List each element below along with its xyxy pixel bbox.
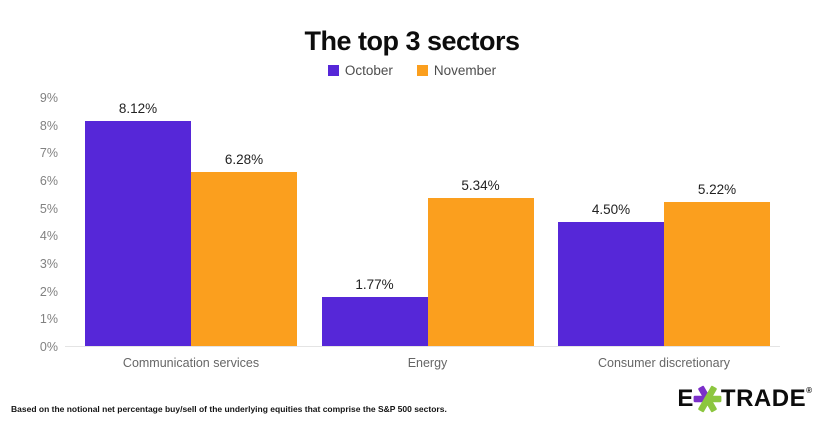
bar-november [427,198,534,346]
x-axis-label: Energy [407,356,448,370]
y-axis-tick-label: 7% [39,146,58,161]
y-axis-tick-label: 9% [39,91,58,105]
bar-group: 1.77% 5.34% [321,98,534,346]
legend-label-november: November [433,63,497,78]
y-axis-tick-label: 6% [39,174,58,188]
legend: October November [0,63,824,78]
november-swatch-icon [416,65,428,76]
y-axis-tick-label: 4% [39,229,58,244]
logo-suffix: TRADE [720,385,807,412]
chart-title: The top 3 sectors [304,26,520,56]
bar-value-label: 6.28% [224,152,264,168]
bar-value-label: 8.12% [118,101,158,117]
bar-october [321,297,428,346]
october-swatch-icon [327,65,339,76]
y-axis-tick-label: 3% [39,257,58,271]
bar-value-label: 4.50% [591,201,631,217]
etrade-logo: E TRADE ® [677,382,812,416]
x-axis-label: Communication services [122,356,260,370]
bar-value-label: 1.77% [355,277,394,293]
bar-group: 4.50% 5.22% [558,98,770,346]
bar-value-label: 5.34% [461,178,500,194]
legend-label-october: October [344,63,393,78]
x-axis-label: Consumer discretionary [598,356,730,370]
bar-value-label: 5.22% [697,181,737,197]
y-axis-tick-label: 5% [39,201,58,216]
x-axis-labels: Communication services Energy Consumer dis… [65,356,780,376]
plot-area: 8.12% 6.28% 1.77% 5.34% 4.50% 5.22% [65,98,780,347]
y-axis-tick-label: 0% [39,340,58,354]
legend-item-november: November [416,63,497,78]
etrade-asterisk-icon [693,385,722,413]
bar-october [558,221,664,346]
y-axis-tick-label: 1% [39,312,58,327]
registered-trademark: ® [806,386,812,395]
bar-october [85,121,191,346]
logo-prefix: E [677,385,694,412]
y-axis: 0% 1% 2% 3% 4% 5% 6% 7% 8% 9% [0,91,58,354]
bar-november [664,201,770,346]
bar-november [191,172,297,346]
y-axis-tick-label: 2% [39,284,58,299]
y-axis-tick-label: 8% [39,118,58,133]
footnote: Based on the notional net percentage buy… [11,404,447,414]
legend-item-october: October [327,63,393,78]
bar-group: 8.12% 6.28% [85,98,297,346]
